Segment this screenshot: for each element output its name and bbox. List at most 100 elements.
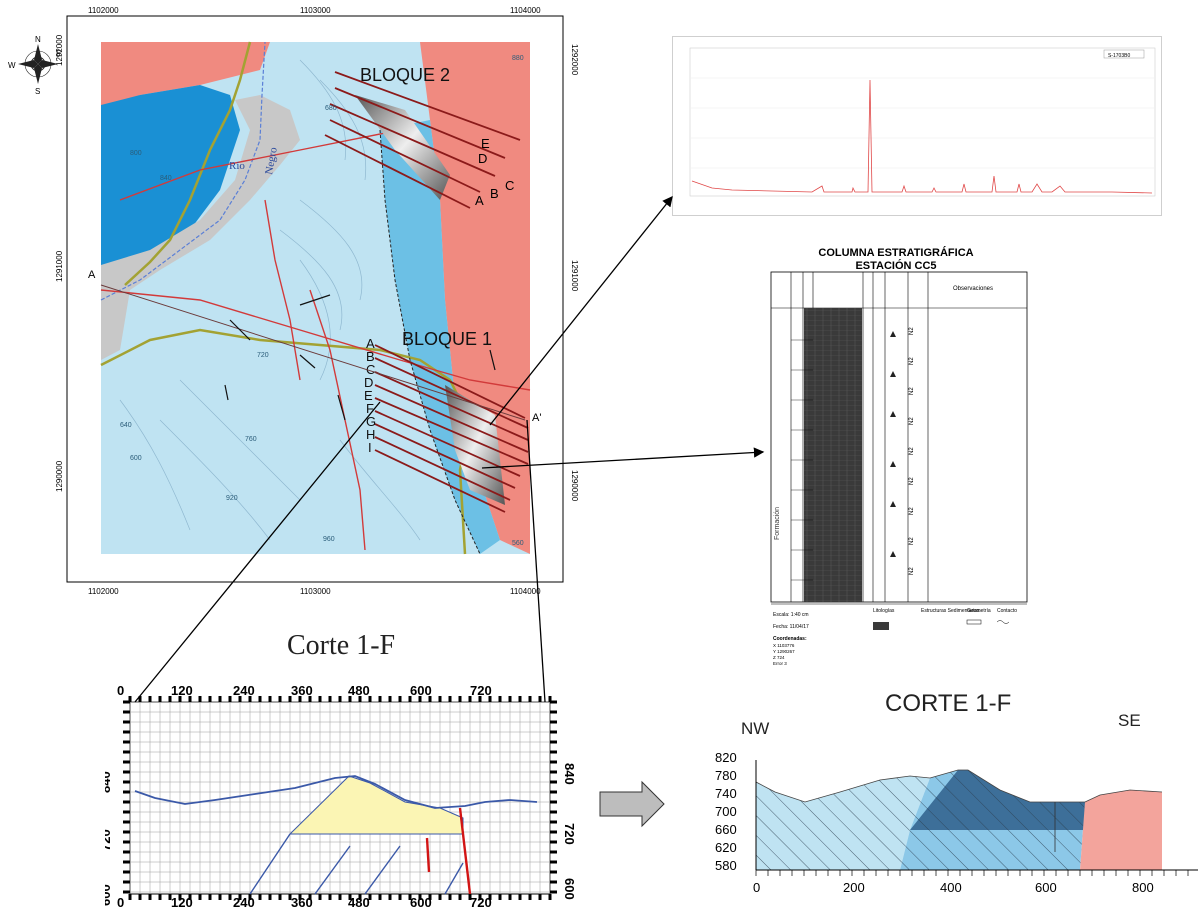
map-pink-unit [420,42,530,554]
column-contacto: Contacto [997,608,1017,614]
corte1-top-tick-240: 240 [233,683,255,698]
column-legend-contact [996,620,1010,624]
corte1-bottom-tick-0: 0 [117,895,124,909]
corte2-x-tick-labels: 0 200 400 600 800 [753,880,1154,895]
contour-label-1: 800 [130,150,142,157]
column-coord-x: X 1103776 [773,643,795,648]
bloque1-letter-a: A [366,336,375,351]
section-end-label: A' [532,412,541,424]
column-code-1: N2 [909,327,915,335]
column-codes: N2 N2 N2 N2 N2 N2 N2 N2 N2 [909,327,915,575]
xrd-spectrum-panel: S-1703B0 [672,36,1162,216]
column-coordenadas: Coordenadas: [773,636,807,642]
map-grid-bottom-3: 1104000 [510,587,541,596]
column-title-2: ESTACIÓN CC5 [855,259,936,272]
corte1-bottom-tick-480: 480 [348,895,370,909]
contour-label-6: 760 [245,436,257,443]
map-grid-left-2: 1291000 [55,250,64,282]
corte2-y-tick-620: 620 [715,840,737,855]
contour-label-4: 680 [325,105,337,112]
corte2-title: CORTE 1-F [885,690,1012,717]
column-legend-geometry [966,619,982,625]
column-code-4: N2 [909,417,915,425]
bloque1-letter-b: B [366,349,375,364]
corte1-left-tick-840: 840 [105,771,113,793]
map-road-north [124,41,252,286]
column-code-7: N2 [909,507,915,515]
corte1-top-tick-480: 480 [348,683,370,698]
xrd-trace [691,79,1153,194]
map-grid-bottom-2: 1103000 [300,587,331,596]
map-grid-right-1: 1292000 [570,44,579,76]
contour-label-9: 640 [120,422,132,429]
stratigraphic-column-panel: COLUMNA ESTRATIGRÁFICA ESTACIÓN CC5 Obse… [763,240,1030,680]
section-line-a-a-prime [100,284,526,421]
column-observaciones: Observaciones [953,286,993,292]
xrd-legend: S-1703B0 [1108,53,1130,59]
corte1-right-tick-720: 720 [562,823,577,845]
map-grid-right-3: 1290000 [570,470,579,502]
corte2-y-tick-660: 660 [715,822,737,837]
bloque1-letter-i: I [368,440,372,455]
bloque2-letter-b: B [490,186,499,201]
contour-label-2: 840 [160,175,172,182]
corte2-x-tick-800: 800 [1132,880,1154,895]
corte2-x-tick-600: 600 [1035,880,1057,895]
map-mid-blue-strip [380,120,500,554]
column-code-6: N2 [909,477,915,485]
corte2-topography [755,769,1163,803]
bloque1-letter-e: E [364,388,373,403]
map-grid-top-1: 1102000 [88,6,119,15]
bloque2-letter-e: E [481,136,490,151]
column-lithology-block [804,308,862,602]
corte1-top-tick-0: 0 [117,683,124,698]
compass-s: S [35,87,40,96]
negro-label: Negro [263,146,280,176]
xrd-grid [690,77,1155,169]
corte2-x-ticks [755,870,1189,876]
column-title-1: COLUMNA ESTRATIGRÁFICA [818,246,973,259]
column-escala: Escala: 1:40 cm [773,612,809,618]
bloque1-label: BLOQUE 1 [402,329,492,349]
column-sed-symbols [890,331,896,557]
map-grid-left-1: 1292000 [55,34,64,66]
column-code-5: N2 [909,447,915,455]
corte2-light-hatch [756,776,930,870]
bloque2-label: BLOQUE 2 [360,65,450,85]
contour-label-8: 960 [323,536,335,543]
contour-label-5: 720 [257,352,269,359]
corte2-x-tick-400: 400 [940,880,962,895]
corte1-grid-lines [129,701,551,894]
corte1-bottom-tick-720: 720 [470,895,492,909]
corte2-mid-hatch [900,770,1085,870]
geologic-map: 1102000 1103000 1104000 1102000 1103000 … [8,6,579,596]
bloque2-letter-d: D [478,151,487,166]
corte2-pink-unit [1080,790,1162,870]
corte2-y-tick-820: 820 [715,750,737,765]
bloque2-section-lines [324,71,521,209]
compass-e: E [56,49,61,58]
corte2-interpreted-section: 820 780 740 700 660 620 580 0 200 400 60… [715,750,1198,895]
corte1-right-tick-840: 840 [562,763,577,785]
column-estructuras: Estructuras Sedimentarias [921,608,980,614]
corte1-bottom-tick-360: 360 [291,895,313,909]
arrow-interpretation [599,780,665,828]
corte1-bedding-lines [249,833,464,895]
corte1-bottom-tick-240: 240 [233,895,255,909]
map-grid-right-2: 1291000 [570,260,579,292]
map-grid-left-3: 1290000 [55,460,64,492]
bloque2-letter-c: C [505,178,514,193]
xrd-legend-box [1103,49,1145,59]
contour-label-11: 560 [512,540,524,547]
corte1-left-tick-600: 600 [105,884,113,906]
corte2-se-label: SE [1118,711,1141,730]
compass-w: W [8,61,16,70]
bloque2-letter-a: A [475,193,484,208]
column-code-2: N2 [909,357,915,365]
corte1-grid-section: 0 120 240 360 480 600 720 0 120 240 360 … [105,683,577,909]
map-grid-bottom-1: 1102000 [88,587,119,596]
map-grid-top-3: 1104000 [510,6,541,15]
map-pink-nw [101,42,270,110]
corte2-y-tick-580: 580 [715,858,737,873]
column-legend-swatch [873,622,889,630]
